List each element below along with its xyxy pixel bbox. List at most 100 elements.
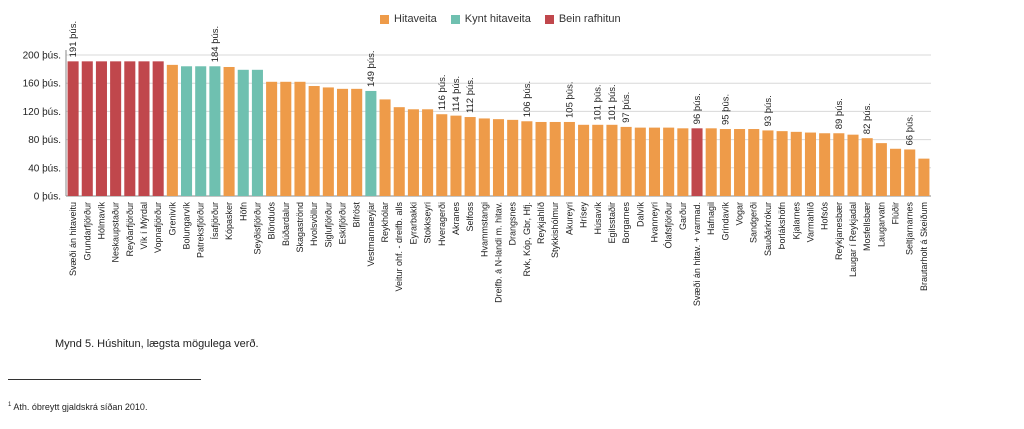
- bar: [804, 132, 816, 196]
- x-tick-label: Grenivík: [167, 202, 177, 236]
- bar: [762, 130, 774, 196]
- legend-item-bein-rafhitun: Bein rafhitun: [544, 13, 621, 25]
- x-tick-label: Laugar í Reykjadal: [848, 202, 858, 277]
- data-label: 96 þús.: [692, 93, 703, 124]
- data-label: 82 þús.: [862, 103, 873, 134]
- bar: [138, 61, 150, 196]
- bar: [223, 66, 235, 196]
- data-label: 184 þús.: [210, 26, 221, 62]
- x-tick-label: Sandgerði: [749, 202, 759, 243]
- x-tick-label: Grundarfjörður: [82, 202, 92, 261]
- bar: [95, 61, 107, 196]
- y-tick-label: 80 þús.: [28, 135, 61, 146]
- y-tick-label: 120 þús.: [23, 107, 61, 118]
- legend-swatch-bein-rafhitun: [544, 14, 554, 24]
- bar: [266, 81, 278, 196]
- bar: [847, 134, 859, 196]
- data-label: 191 þús.: [68, 21, 79, 57]
- bar: [393, 107, 405, 196]
- x-tick-label: Hafnagil: [706, 202, 716, 235]
- bar: [251, 69, 263, 196]
- bar: [861, 138, 873, 196]
- bar: [209, 66, 221, 196]
- data-label: 95 þús.: [720, 94, 731, 125]
- bar: [691, 128, 703, 196]
- bar: [365, 90, 377, 196]
- bar: [166, 64, 178, 197]
- x-tick-label: Vík í Mýrdal: [139, 202, 149, 250]
- bar: [124, 61, 136, 196]
- bar: [705, 128, 717, 196]
- x-tick-label: Akureyri: [564, 202, 574, 235]
- x-tick-label: Búðardalur: [281, 202, 291, 246]
- x-tick-label: Blönduós: [267, 202, 277, 240]
- x-tick-label: Hveragerði: [437, 202, 447, 246]
- bar: [904, 149, 916, 196]
- x-tick-label: Hvolsvöllur: [309, 202, 319, 246]
- bar: [620, 126, 632, 196]
- data-label: 66 þús.: [905, 114, 916, 145]
- figure-caption: Mynd 5. Húshitun, lægsta mögulega verð.: [55, 338, 259, 350]
- bar: [606, 124, 618, 196]
- x-tick-label: Vopnafjörður: [153, 202, 163, 253]
- x-tick-label: Höfn: [238, 202, 248, 221]
- bar: [507, 119, 519, 196]
- bar: [322, 87, 334, 196]
- bar: [181, 66, 193, 196]
- bar: [379, 99, 391, 196]
- x-tick-label: Ísafjörður: [210, 202, 220, 240]
- x-tick-label: Varmahlíð: [805, 202, 815, 242]
- footnote-text: Ath. óbreytt gjaldskrá síðan 2010.: [13, 402, 148, 412]
- bar: [549, 121, 561, 196]
- data-label: 101 þús.: [607, 84, 618, 120]
- chart-legend: Hitaveita Kynt hitaveita Bein rafhitun: [380, 13, 621, 25]
- x-tick-label: Húsavík: [593, 202, 603, 235]
- y-tick-label: 0 þús.: [34, 192, 61, 203]
- bar: [819, 133, 831, 196]
- x-tick-label: Selfoss: [465, 202, 475, 232]
- x-tick-label: Kópasker: [224, 202, 234, 240]
- x-tick-label: Eskifjörður: [338, 202, 348, 245]
- data-label: 93 þús.: [763, 95, 774, 126]
- x-tick-label: Þorlákshöfn: [777, 202, 787, 250]
- bar: [748, 129, 760, 196]
- bar: [492, 119, 505, 196]
- bar: [336, 88, 349, 196]
- x-tick-label: Eyrarbakki: [408, 202, 418, 245]
- x-tick-label: Dalvík: [635, 202, 645, 228]
- x-tick-label: Borgarnes: [621, 202, 631, 244]
- bar: [436, 114, 448, 196]
- legend-swatch-hitaveita: [380, 14, 389, 24]
- bar: [563, 121, 575, 196]
- x-tick-label: Svæði án hitaveitu: [68, 202, 78, 276]
- bar: [535, 121, 547, 196]
- bar: [450, 115, 462, 196]
- bar: [308, 86, 320, 196]
- x-tick-label: Sauðárkrókur: [763, 202, 773, 256]
- bar: [521, 121, 533, 196]
- bar: [790, 131, 802, 196]
- bar: [237, 69, 249, 196]
- footnote: 1 Ath. óbreytt gjaldskrá síðan 2010.: [8, 402, 147, 412]
- bar: [351, 88, 363, 196]
- footnote-marker: 1: [8, 402, 12, 408]
- bar: [677, 128, 689, 196]
- x-tick-label: Hvammstangi: [479, 202, 489, 257]
- bar: [776, 131, 788, 196]
- x-tick-label: Svæði án hitav. + varmad.: [692, 202, 702, 306]
- x-tick-label: Stykkishólmur: [550, 202, 560, 258]
- legend-swatch-kynt-hitaveita: [450, 14, 460, 24]
- bar: [890, 148, 902, 196]
- data-label: 89 þús.: [834, 98, 845, 129]
- bar: [663, 127, 675, 196]
- x-tick-label: Veitur ohf. - dreifb. alls: [394, 202, 404, 292]
- bar: [918, 158, 930, 196]
- x-tick-label: Bolungarvík: [182, 202, 192, 250]
- x-tick-label: Grindavík: [720, 202, 730, 241]
- x-tick-label: Seltjarnarnes: [905, 202, 915, 256]
- x-tick-label: Reykjanesbær: [834, 202, 844, 260]
- bar: [478, 118, 490, 196]
- bar: [875, 143, 887, 196]
- bar: [81, 61, 93, 196]
